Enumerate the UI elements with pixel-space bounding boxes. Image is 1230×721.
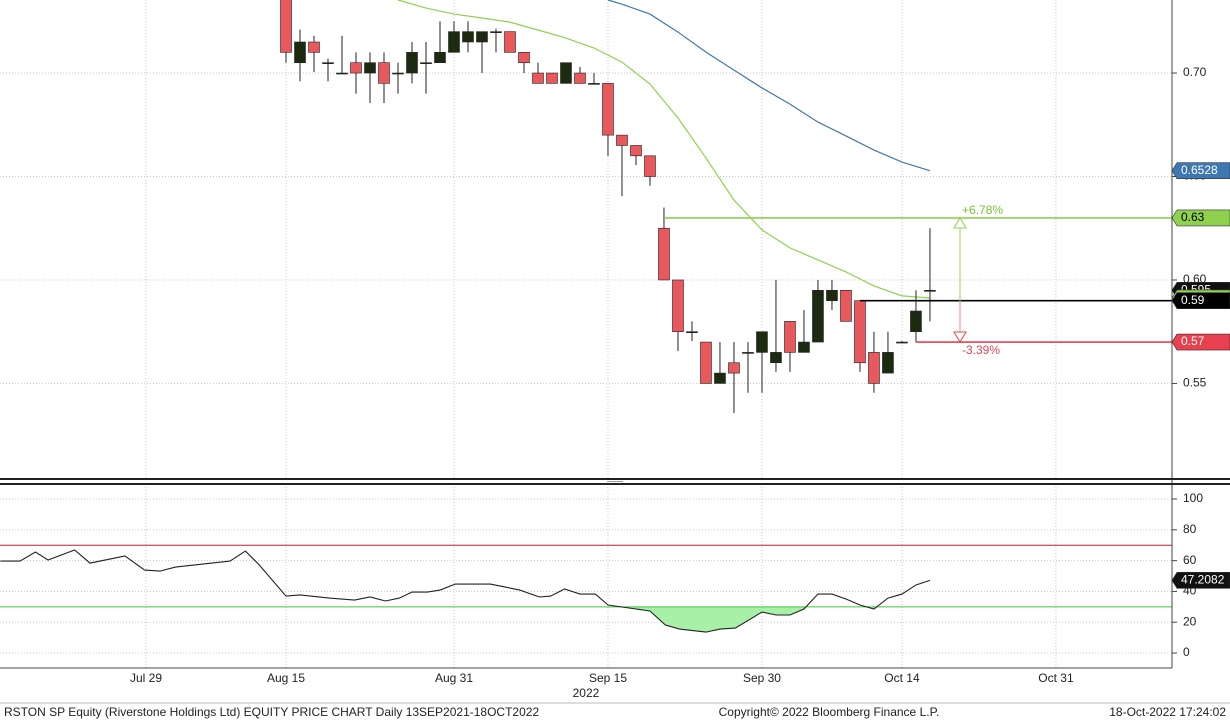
candle-body [630, 145, 642, 157]
candle-body [350, 62, 362, 74]
annotation: +6.78% [962, 203, 1003, 217]
x-tick-label: Jul 29 [130, 671, 162, 685]
candle-body [588, 83, 600, 85]
price-panel [0, 0, 1172, 478]
rsi-last-label: 47.2082 [1181, 573, 1225, 587]
ma-last-label-box [1171, 162, 1230, 180]
arrow-head-down [953, 331, 967, 343]
candle-body [448, 31, 460, 53]
candle-body [854, 300, 866, 364]
candle-body [364, 62, 376, 74]
candle-body [882, 352, 894, 374]
candle-body [798, 341, 810, 353]
oversold-fill [0, 606, 930, 633]
candle-body [322, 62, 334, 64]
candle-body [756, 331, 768, 353]
level-label-box [1171, 333, 1230, 351]
level-label: 0.59 [1181, 293, 1205, 307]
footer-left: RSTON SP Equity (Riverstone Holdings Ltd… [4, 705, 539, 719]
candle-body [434, 52, 446, 63]
candle-body [910, 310, 922, 333]
candle-body [658, 227, 670, 281]
candle-body [714, 372, 726, 384]
candle-body [924, 290, 936, 292]
x-tick-label: Sep 30 [743, 671, 781, 685]
candle-body [812, 290, 824, 343]
footer-right: 18-Oct-2022 17:24:02 [1109, 705, 1226, 719]
x-tick-label: Oct 14 [884, 671, 920, 685]
y-tick-label: 60 [1183, 553, 1197, 567]
candle-body [728, 362, 740, 374]
candle-body [532, 72, 544, 84]
candle-body [560, 62, 572, 84]
candle-body [294, 41, 306, 63]
candle-body [406, 52, 418, 74]
y-tick-label: 0.70 [1183, 65, 1207, 79]
candle-body [840, 290, 852, 322]
x-sublabel: 2022 [573, 686, 600, 700]
rsi-line [0, 549, 931, 633]
arrow-head-up [953, 217, 967, 229]
candle-body [868, 352, 880, 384]
moving-average [397, 0, 931, 299]
candle-body [420, 62, 432, 64]
x-tick-label: Sep 15 [589, 671, 627, 685]
y-tick-label: 0 [1183, 645, 1190, 659]
rsi-panel [0, 487, 1172, 668]
y-tick-label: 80 [1183, 522, 1197, 536]
candle-body [462, 31, 474, 43]
level-label-box [1171, 292, 1230, 309]
level-label: 0.63 [1181, 210, 1205, 224]
candle-body [308, 41, 320, 53]
candle-body [784, 321, 796, 353]
annotation: -3.39% [962, 343, 1000, 357]
ma-last-label: 0.6528 [1181, 163, 1218, 177]
candle-body [616, 134, 628, 146]
rsi-last-label-box [1171, 572, 1230, 589]
candle-body [336, 72, 348, 75]
candle-body [896, 341, 908, 344]
y-tick-label: 20 [1183, 614, 1197, 628]
candle-body [546, 72, 558, 84]
level-label: 0.57 [1181, 334, 1205, 348]
candle-body [826, 290, 838, 301]
x-tick-label: Aug 15 [267, 671, 305, 685]
candle-body [602, 83, 614, 136]
labels: 0.550.600.650.700.5950.59130.65280.63+6.… [130, 65, 1230, 700]
candle-body [742, 352, 754, 354]
candle-body [392, 72, 404, 75]
candle-body [518, 52, 530, 63]
candle-body [378, 62, 390, 84]
candle-body [644, 155, 656, 177]
x-tick-label: Aug 31 [435, 671, 473, 685]
moving-average [607, 0, 931, 172]
level-label-box [1171, 209, 1230, 227]
candle-body [280, 0, 292, 53]
y-tick-label: 0.55 [1183, 376, 1207, 390]
candle-body [672, 279, 684, 333]
y-tick-label: 100 [1183, 491, 1203, 505]
candle-body [504, 31, 516, 53]
candle-body [700, 341, 712, 384]
axes [0, 0, 1230, 704]
x-tick-label: Oct 31 [1038, 671, 1074, 685]
candle-body [490, 31, 502, 33]
candle-body [770, 352, 782, 364]
footer-center: Copyright© 2022 Bloomberg Finance L.P. [719, 705, 940, 719]
candle-body [476, 31, 488, 43]
candle-body [686, 331, 698, 334]
candle-body [574, 72, 586, 84]
